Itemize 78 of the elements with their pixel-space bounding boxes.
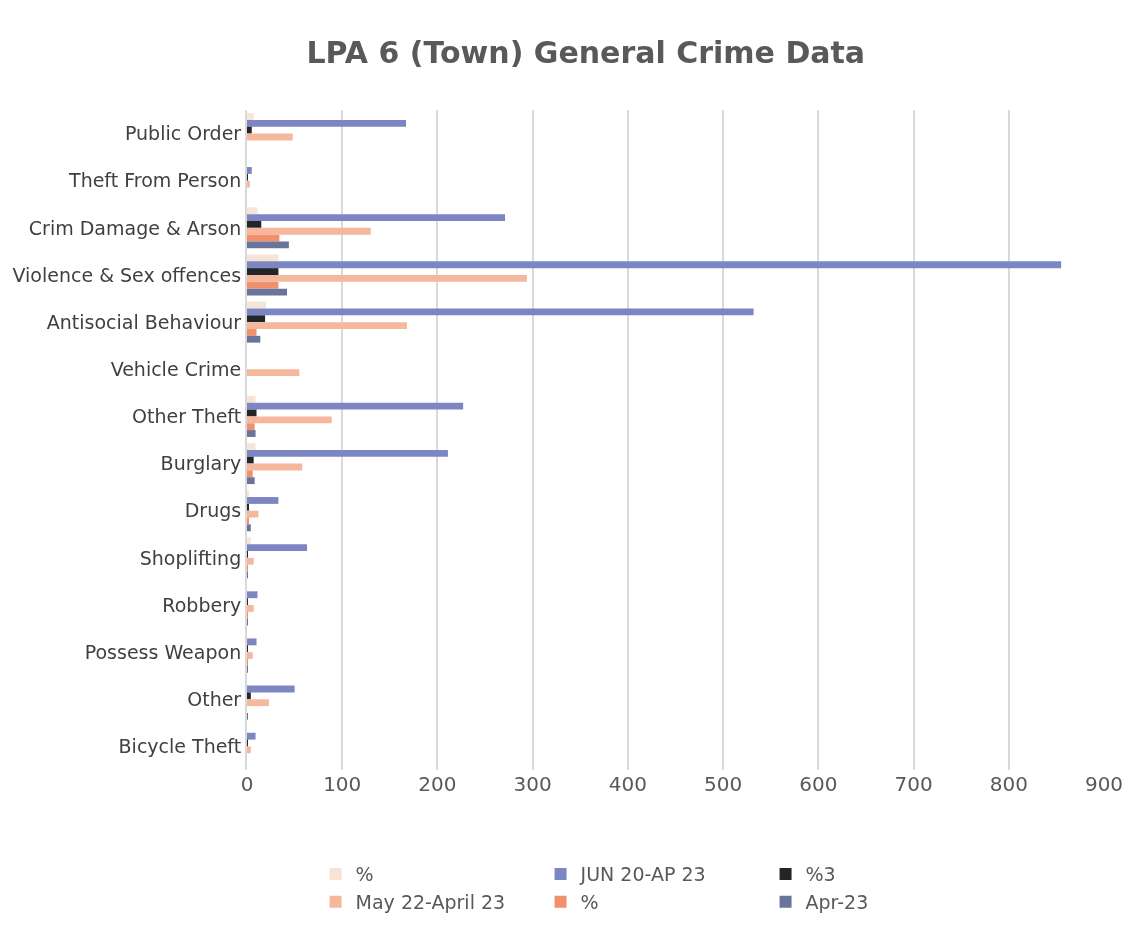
x-tick-label: 500: [704, 772, 743, 796]
bar: [247, 180, 250, 188]
bar: [247, 113, 254, 120]
bar: [247, 557, 254, 565]
y-tick-label: Vehicle Crime: [110, 357, 242, 380]
bar: [247, 746, 251, 754]
y-tick-label: Theft From Person: [68, 169, 242, 192]
legend-label: May 22-April 23: [355, 891, 506, 914]
x-tick-label: 400: [608, 772, 647, 796]
y-tick-label: Other: [187, 687, 242, 710]
bar: [247, 456, 254, 464]
bar: [247, 652, 253, 659]
bar: [247, 119, 407, 127]
bar: [247, 281, 279, 289]
y-tick-label: Crim Damage & Arson: [28, 216, 242, 239]
bar: [247, 261, 1062, 269]
bar: [247, 214, 506, 222]
y-tick-label: Possess Weapon: [84, 640, 242, 663]
x-tick-label: 300: [513, 772, 552, 796]
bar: [247, 335, 261, 343]
bar: [247, 315, 266, 323]
x-tick-label: 100: [323, 772, 362, 796]
bar: [247, 126, 252, 134]
bar: [247, 254, 279, 262]
legend-label: %3: [805, 863, 836, 886]
legend-label: Apr-23: [805, 891, 869, 914]
bar: [247, 402, 464, 410]
bar: [247, 537, 251, 545]
bar: [247, 221, 262, 228]
bar: [247, 699, 269, 707]
bar: [247, 430, 256, 437]
y-tick-label: Shoplifting: [139, 546, 242, 569]
bar: [247, 308, 754, 316]
bar: [247, 605, 254, 612]
bar: [247, 477, 255, 485]
y-tick-label: Antisocial Behaviour: [46, 310, 242, 333]
bar: [247, 470, 253, 478]
y-tick-label: Violence & Sex offences: [12, 263, 242, 286]
bar: [247, 369, 300, 377]
bar: [247, 591, 258, 599]
bar: [247, 328, 257, 336]
y-tick-label: Robbery: [162, 593, 242, 616]
y-tick-label: Bicycle Theft: [118, 735, 242, 758]
legend-label: JUN 20-AP 23: [579, 863, 706, 886]
bar: [247, 692, 251, 700]
bar: [247, 395, 256, 403]
y-tick-label: Public Order: [124, 122, 242, 145]
x-tick-label: 0: [240, 772, 254, 796]
x-tick-label: 600: [799, 772, 838, 796]
bar: [247, 409, 257, 417]
bar: [247, 497, 279, 504]
bar: [247, 288, 287, 296]
bar: [247, 234, 280, 242]
bar: [247, 443, 256, 450]
x-tick-label: 700: [894, 772, 933, 796]
bar: [247, 227, 371, 235]
y-tick-label: Drugs: [184, 499, 242, 522]
bar: [247, 732, 256, 740]
bar: [247, 268, 279, 275]
y-tick-label: Other Theft: [132, 405, 242, 428]
x-tick-label: 800: [989, 772, 1028, 796]
chart-title: LPA 6 (Town) General Crime Data: [306, 35, 866, 71]
bar: [247, 167, 252, 174]
bar: [247, 638, 257, 646]
bar: [247, 510, 259, 518]
x-tick-label: 200: [418, 772, 457, 796]
bar: [247, 322, 407, 329]
bar: [247, 416, 332, 424]
legend-label: %: [355, 863, 374, 886]
x-tick-label: 900: [1084, 772, 1124, 796]
bar: [247, 524, 251, 532]
bar: [247, 207, 258, 215]
legend-label: %: [580, 891, 599, 914]
bar: [247, 544, 307, 552]
bar: [247, 423, 255, 431]
bar: [247, 449, 448, 457]
y-tick-label: Burglary: [160, 452, 242, 475]
bar: [247, 275, 527, 282]
